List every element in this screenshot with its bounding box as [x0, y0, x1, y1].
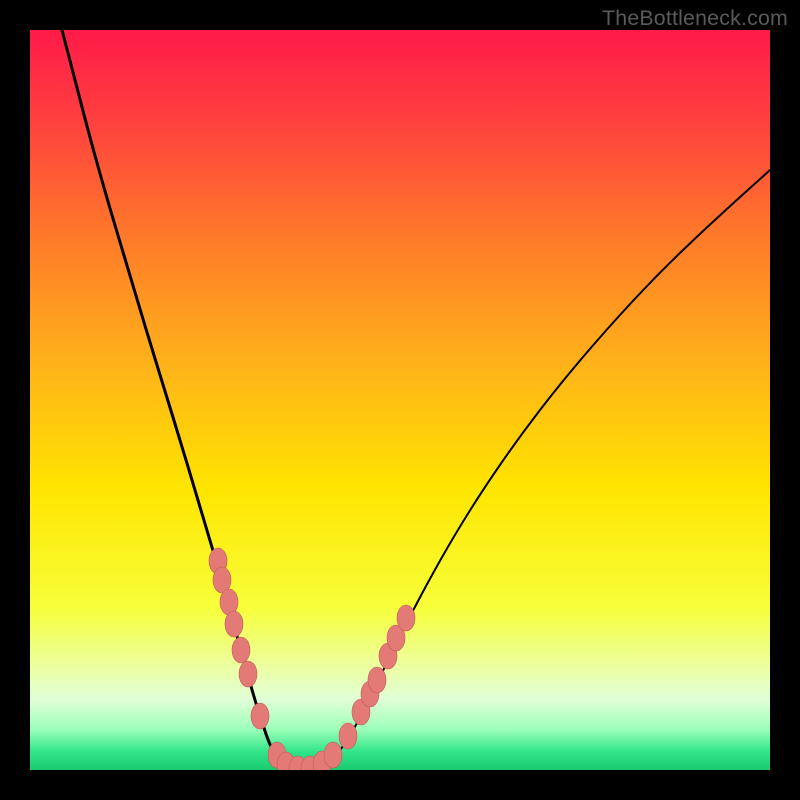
data-marker: [251, 703, 269, 729]
plot-area: [30, 30, 770, 770]
data-marker: [232, 637, 250, 663]
data-marker: [397, 605, 415, 631]
watermark-text: TheBottleneck.com: [602, 6, 788, 31]
plot-svg: [30, 30, 770, 770]
data-marker: [225, 611, 243, 637]
outer-frame: TheBottleneck.com: [0, 0, 800, 800]
data-marker: [368, 667, 386, 693]
gradient-background: [30, 30, 770, 770]
data-marker: [339, 723, 357, 749]
data-marker: [324, 742, 342, 768]
data-marker: [239, 661, 257, 687]
